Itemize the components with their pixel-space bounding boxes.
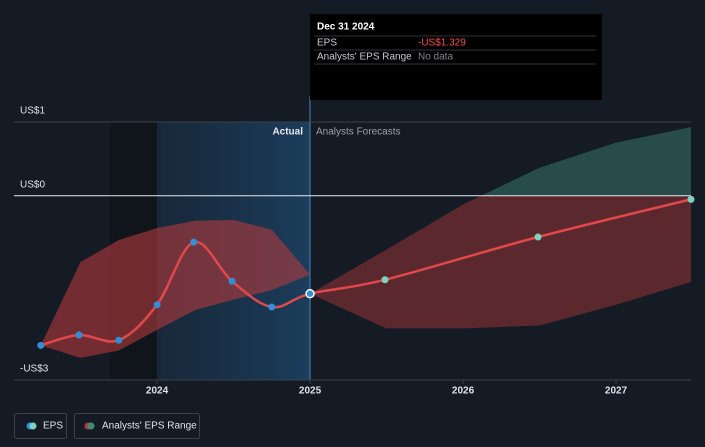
x-tick-label: 2024 <box>146 386 169 397</box>
y-tick-label: -US$3 <box>20 364 49 375</box>
y-tick-label: US$0 <box>20 179 45 190</box>
legend-button[interactable] <box>14 413 67 439</box>
eps-point <box>228 277 236 285</box>
tooltip-title: Dec 31 2024 <box>317 22 375 33</box>
tooltip-value: -US$1.329 <box>418 38 466 49</box>
x-tick-label: 2026 <box>452 386 475 397</box>
x-tick-label: 2025 <box>299 386 322 397</box>
tooltip-value: No data <box>418 52 453 63</box>
plot: US$1 US$0 -US$3 2024 2025 2026 2027 <box>14 106 695 397</box>
eps-point <box>37 341 45 349</box>
eps-point <box>687 195 695 203</box>
legend-label: Analysts' EPS Range <box>102 421 197 432</box>
eps-point <box>268 303 276 311</box>
eps-point <box>115 336 123 344</box>
tooltip-label: EPS <box>317 38 337 49</box>
legend-label: EPS <box>43 421 63 432</box>
legend-swatch <box>87 422 95 430</box>
range-band <box>481 127 691 196</box>
eps-point <box>153 301 161 309</box>
x-tick-label: 2027 <box>605 386 628 397</box>
legend-button[interactable] <box>74 413 200 439</box>
tooltip-box <box>310 14 602 100</box>
eps-point <box>190 238 198 246</box>
legend: EPS Analysts' EPS Range <box>14 413 200 439</box>
eps-point <box>534 233 542 241</box>
range-band <box>310 195 691 329</box>
forecast-label: Analysts Forecasts <box>316 127 400 138</box>
y-tick-label: US$1 <box>20 106 45 117</box>
tooltip: Dec 31 2024 EPS -US$1.329 Analysts' EPS … <box>310 14 602 100</box>
range-band <box>40 220 311 358</box>
eps-point <box>305 288 315 299</box>
legend-swatch <box>29 422 37 430</box>
actual-label: Actual <box>272 127 303 138</box>
eps-point <box>75 331 83 339</box>
tooltip-label: Analysts' EPS Range <box>317 52 412 63</box>
eps-point <box>381 276 389 284</box>
